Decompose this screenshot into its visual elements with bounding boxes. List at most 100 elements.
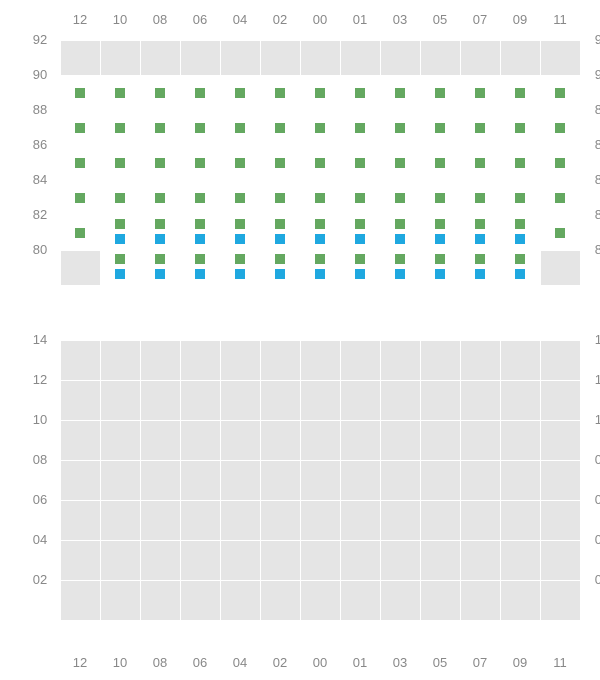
marker-g bbox=[75, 228, 85, 238]
marker-g bbox=[395, 158, 405, 168]
row-label-left: 82 bbox=[26, 207, 54, 222]
rack-diagram: { "layout": { "width": 600, "height": 68… bbox=[0, 0, 600, 680]
gridline-h bbox=[60, 620, 580, 621]
marker-g bbox=[515, 193, 525, 203]
marker-g bbox=[355, 88, 365, 98]
marker-b bbox=[435, 234, 445, 244]
gridline-v bbox=[220, 40, 221, 285]
marker-g bbox=[435, 193, 445, 203]
marker-g bbox=[475, 254, 485, 264]
gridline-v bbox=[500, 40, 501, 285]
gridline-v bbox=[580, 40, 581, 285]
gridline-v bbox=[100, 340, 101, 620]
marker-g bbox=[555, 158, 565, 168]
marker-b bbox=[395, 269, 405, 279]
marker-b bbox=[515, 234, 525, 244]
row-label-left: 80 bbox=[26, 242, 54, 257]
col-label-bottom: 11 bbox=[540, 655, 580, 670]
marker-g bbox=[155, 158, 165, 168]
gridline-v bbox=[140, 40, 141, 285]
marker-b bbox=[475, 234, 485, 244]
marker-g bbox=[395, 193, 405, 203]
row-label-right: 08 bbox=[588, 452, 600, 467]
marker-b bbox=[275, 269, 285, 279]
marker-b bbox=[275, 234, 285, 244]
marker-g bbox=[155, 193, 165, 203]
col-label-top: 01 bbox=[340, 12, 380, 27]
marker-b bbox=[355, 269, 365, 279]
marker-g bbox=[275, 254, 285, 264]
col-label-bottom: 08 bbox=[140, 655, 180, 670]
marker-b bbox=[475, 269, 485, 279]
gridline-v bbox=[60, 40, 61, 285]
gridline-v bbox=[140, 340, 141, 620]
col-label-top: 12 bbox=[60, 12, 100, 27]
marker-b bbox=[155, 234, 165, 244]
marker-g bbox=[355, 219, 365, 229]
col-label-top: 00 bbox=[300, 12, 340, 27]
row-label-left: 04 bbox=[26, 532, 54, 547]
gridline-v bbox=[460, 340, 461, 620]
gridline-h bbox=[60, 250, 580, 251]
marker-g bbox=[195, 219, 205, 229]
marker-g bbox=[315, 123, 325, 133]
marker-b bbox=[235, 234, 245, 244]
marker-g bbox=[435, 219, 445, 229]
marker-g bbox=[355, 193, 365, 203]
col-label-bottom: 04 bbox=[220, 655, 260, 670]
row-label-left: 84 bbox=[26, 172, 54, 187]
row-label-right: 88 bbox=[588, 102, 600, 117]
gridline-v bbox=[540, 40, 541, 285]
marker-b bbox=[195, 234, 205, 244]
col-label-bottom: 05 bbox=[420, 655, 460, 670]
col-label-bottom: 06 bbox=[180, 655, 220, 670]
marker-g bbox=[235, 254, 245, 264]
col-label-top: 10 bbox=[100, 12, 140, 27]
marker-g bbox=[115, 219, 125, 229]
gridline-h bbox=[60, 380, 580, 381]
marker-g bbox=[275, 219, 285, 229]
row-label-right: 04 bbox=[588, 532, 600, 547]
col-label-top: 11 bbox=[540, 12, 580, 27]
marker-g bbox=[315, 158, 325, 168]
row-label-left: 06 bbox=[26, 492, 54, 507]
row-label-left: 92 bbox=[26, 32, 54, 47]
row-label-right: 14 bbox=[588, 332, 600, 347]
marker-g bbox=[435, 88, 445, 98]
gridline-v bbox=[300, 40, 301, 285]
row-label-right: 86 bbox=[588, 137, 600, 152]
gridline-h bbox=[60, 75, 580, 76]
marker-g bbox=[315, 88, 325, 98]
gridline-v bbox=[300, 340, 301, 620]
col-label-top: 03 bbox=[380, 12, 420, 27]
col-label-bottom: 02 bbox=[260, 655, 300, 670]
marker-g bbox=[515, 158, 525, 168]
marker-g bbox=[235, 219, 245, 229]
gridline-h bbox=[60, 580, 580, 581]
row-label-left: 02 bbox=[26, 572, 54, 587]
marker-g bbox=[195, 88, 205, 98]
marker-b bbox=[355, 234, 365, 244]
marker-b bbox=[235, 269, 245, 279]
marker-g bbox=[195, 158, 205, 168]
marker-b bbox=[115, 234, 125, 244]
gridline-h bbox=[60, 145, 580, 146]
marker-g bbox=[475, 193, 485, 203]
marker-g bbox=[475, 88, 485, 98]
marker-g bbox=[435, 158, 445, 168]
marker-g bbox=[515, 254, 525, 264]
row-label-right: 84 bbox=[588, 172, 600, 187]
marker-g bbox=[395, 254, 405, 264]
marker-g bbox=[475, 123, 485, 133]
row-label-left: 88 bbox=[26, 102, 54, 117]
marker-g bbox=[115, 254, 125, 264]
marker-g bbox=[235, 158, 245, 168]
marker-g bbox=[315, 193, 325, 203]
marker-g bbox=[195, 123, 205, 133]
marker-g bbox=[355, 123, 365, 133]
marker-g bbox=[115, 158, 125, 168]
gridline-v bbox=[100, 40, 101, 285]
row-label-left: 08 bbox=[26, 452, 54, 467]
marker-b bbox=[195, 269, 205, 279]
marker-g bbox=[515, 88, 525, 98]
